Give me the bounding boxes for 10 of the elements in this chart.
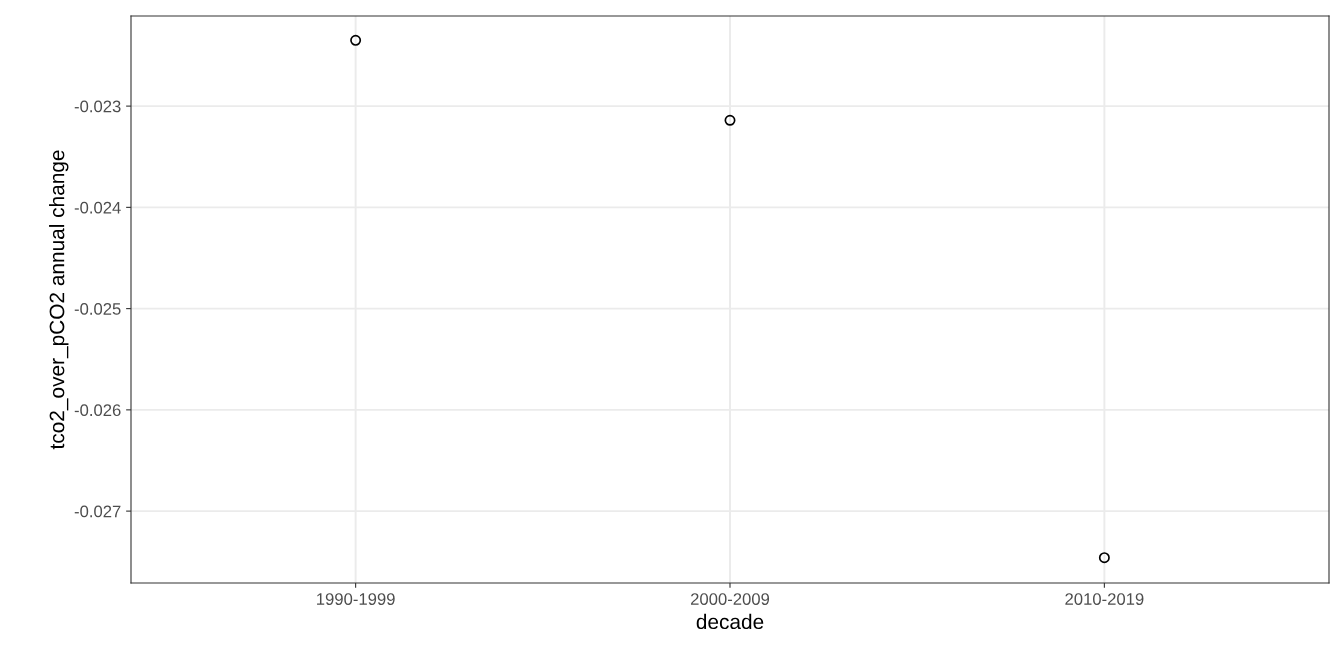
y-tick-label: -0.027 [74, 505, 121, 518]
y-tick-label: -0.025 [74, 303, 121, 315]
x-axis-title: decade [696, 613, 764, 630]
y-axis-title: tco2_over_pCO2 annual change [49, 150, 69, 450]
y-tick-label: -0.026 [74, 404, 121, 417]
x-tick-label: 2000-2009 [690, 593, 770, 605]
x-tick-label: 2010-2019 [1065, 593, 1144, 605]
y-tick-label: -0.024 [74, 201, 121, 214]
x-tick-label: 1990-1999 [317, 593, 395, 605]
y-tick-label: -0.023 [74, 100, 121, 113]
